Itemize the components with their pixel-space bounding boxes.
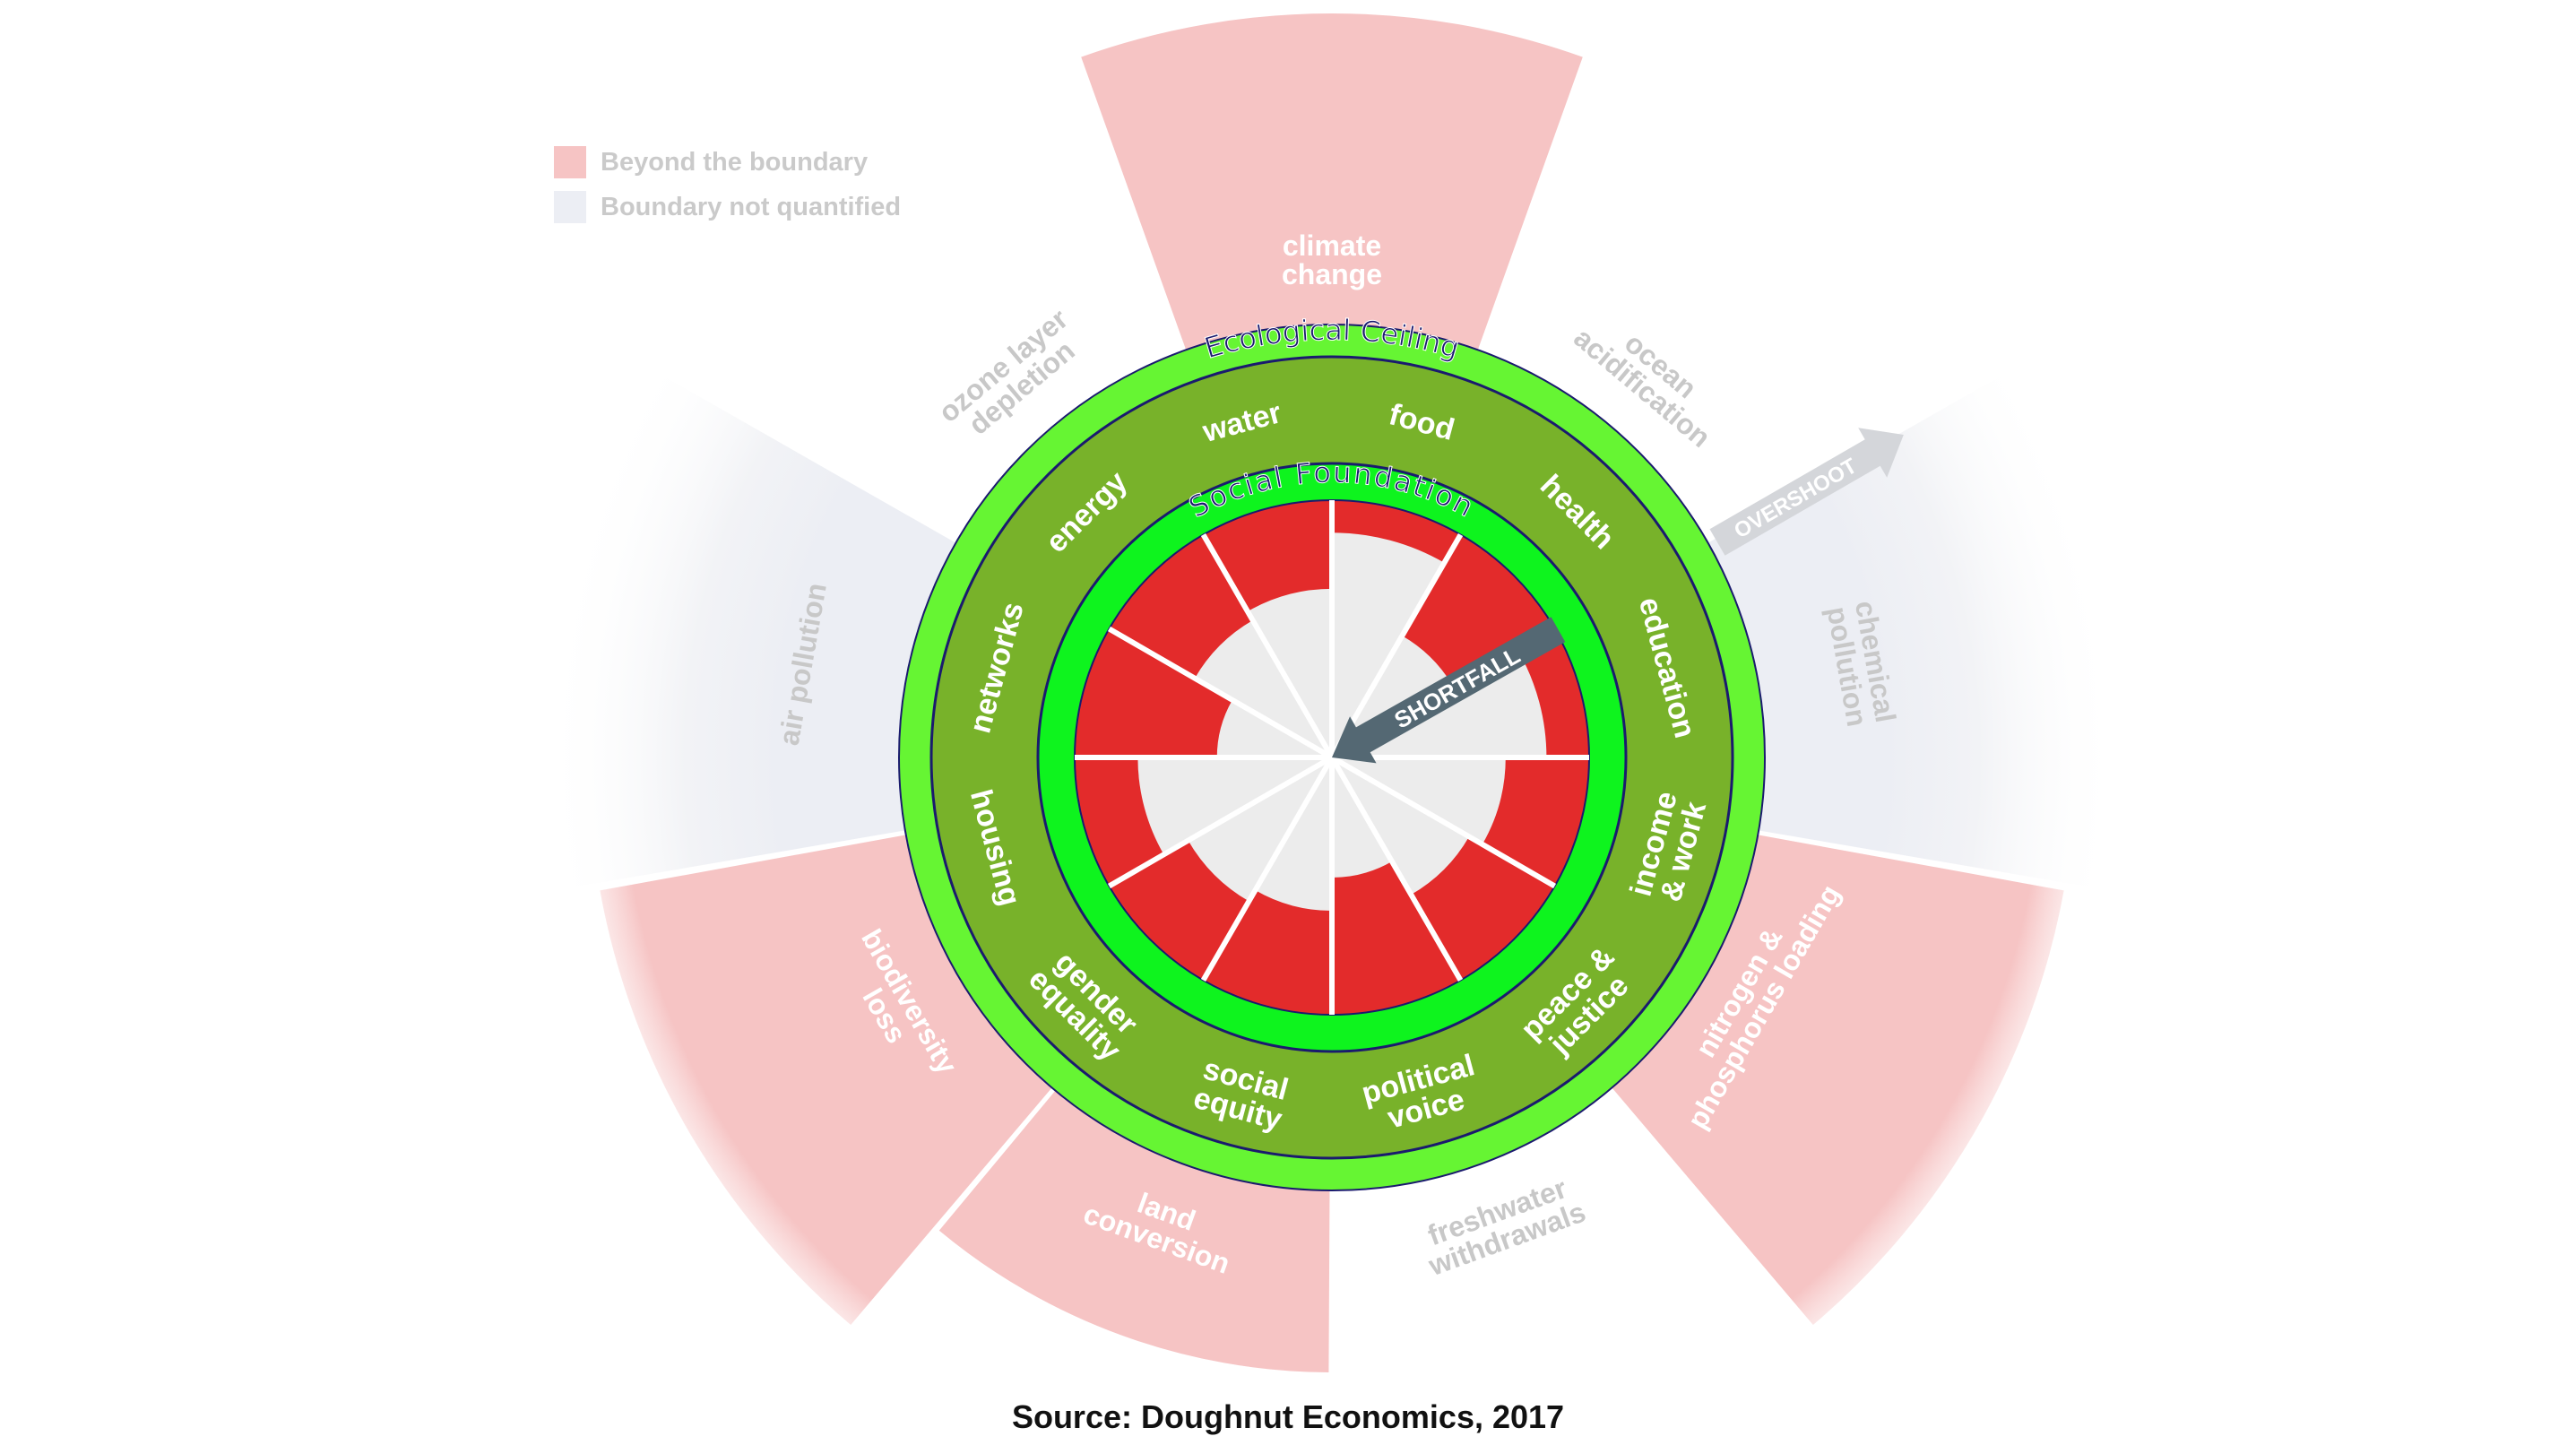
segment-divider (1200, 532, 1335, 759)
legend-label: Beyond the boundary (601, 147, 869, 177)
social-label: socialequity (1190, 1051, 1293, 1137)
segment-divider (1329, 532, 1464, 759)
label-line: change (1282, 258, 1382, 290)
achieved-wedge-water (1247, 588, 1332, 757)
segment-divider (1107, 626, 1334, 760)
legend-swatch-not-quantified (554, 191, 586, 223)
boundary-wedge-biodiversity-loss (600, 833, 1060, 1326)
boundary-wedge-air-pollution (543, 366, 966, 891)
ecological-label: climate change (1282, 229, 1382, 290)
boundary-wedge-climate-change (1081, 13, 1583, 361)
boundary-wedge-land-conversion (938, 1081, 1330, 1372)
source-caption: Source: Doughnut Economics, 2017 (1011, 1398, 1565, 1435)
achieved-wedge-income (1332, 757, 1506, 844)
legend-swatch-beyond (554, 146, 586, 178)
legend-label: Boundary not quantified (601, 192, 902, 221)
achieved-wedge-food (1332, 532, 1445, 757)
achieved-wedge-peace (1332, 757, 1470, 896)
label-line: climate (1283, 229, 1381, 262)
achieved-wedge-housing (1137, 757, 1332, 855)
segment-divider (1107, 755, 1334, 889)
legend-item-not-quantified: Boundary not quantified (554, 185, 901, 229)
social-label: politicalvoice (1358, 1048, 1486, 1140)
legend-item-beyond: Beyond the boundary (554, 140, 901, 185)
legend: Beyond the boundary Boundary not quantif… (554, 140, 901, 229)
segment-divider (1329, 756, 1464, 982)
achieved-wedge-energy (1194, 619, 1332, 757)
achieved-wedge-gender (1188, 757, 1332, 902)
boundary-wedge-nitrogen-phosphorus-loading (1604, 833, 2064, 1326)
segment-divider (1200, 756, 1335, 982)
ecological-label: freshwaterwithdrawals (1413, 1168, 1589, 1282)
segment-divider (1330, 755, 1557, 889)
